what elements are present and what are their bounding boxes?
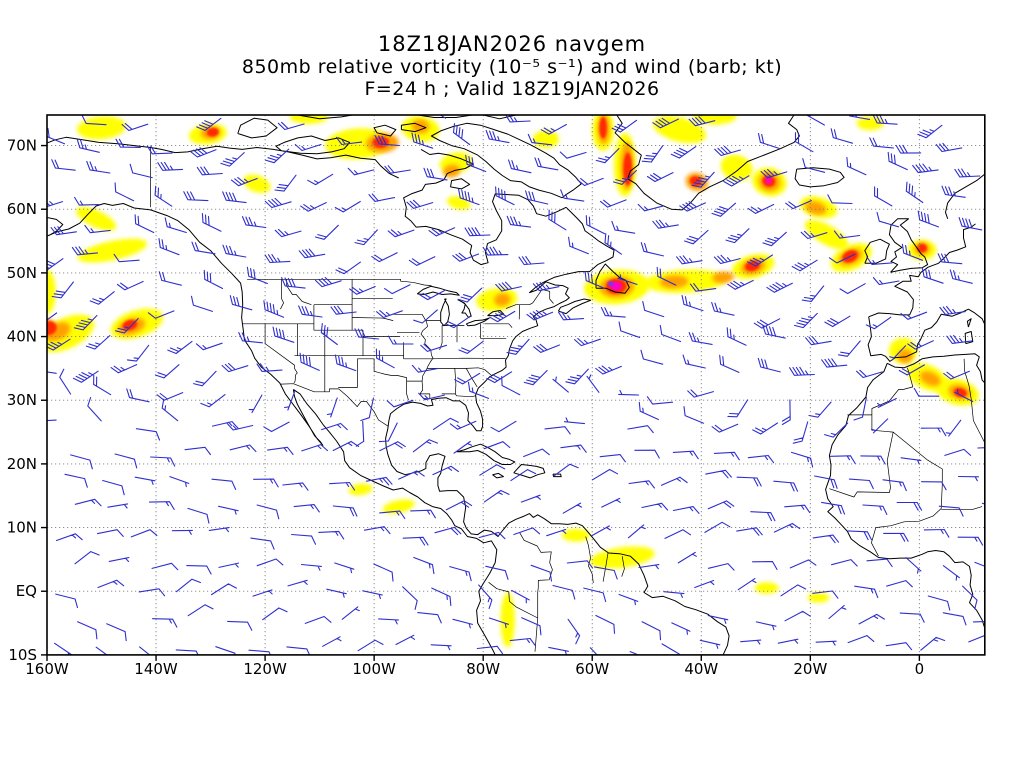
wind-barbs-layer bbox=[47, 115, 985, 655]
y-tick-label: 30N bbox=[7, 391, 37, 409]
x-tick-label: 160W bbox=[25, 660, 69, 678]
graticule bbox=[47, 115, 985, 655]
x-tick-label: 120W bbox=[243, 660, 287, 678]
x-tick-label: 100W bbox=[352, 660, 396, 678]
chart-title-line2: 850mb relative vorticity (10⁻⁵ s⁻¹) and … bbox=[241, 56, 783, 78]
y-tick-label: 20N bbox=[7, 455, 37, 473]
x-tick-label: 60W bbox=[575, 660, 609, 678]
x-tick-label: 40W bbox=[684, 660, 718, 678]
chart-title-block: 18Z18JAN2026 navgem 850mb relative vorti… bbox=[0, 32, 1024, 101]
x-axis-labels: 160W 140W 120W 100W 80W 60W 40W 20W 0 bbox=[25, 660, 924, 678]
x-tick-label: 0 bbox=[915, 660, 925, 678]
chart-title-line1: 18Z18JAN2026 navgem bbox=[377, 32, 647, 56]
y-axis-labels: 70N 60N 50N 40N 30N 20N 10N EQ 10S bbox=[7, 137, 37, 664]
axis-ticks bbox=[41, 144, 921, 661]
political-borders bbox=[150, 147, 985, 652]
y-tick-label: 50N bbox=[7, 264, 37, 282]
map-frame bbox=[46, 114, 986, 656]
x-tick-label: 80W bbox=[466, 660, 500, 678]
y-tick-label: 70N bbox=[7, 137, 37, 155]
y-tick-label: 60N bbox=[7, 200, 37, 218]
chart-title-line3: F=24 h ; Valid 18Z19JAN2026 bbox=[364, 78, 660, 100]
y-tick-label: 10S bbox=[8, 646, 37, 664]
y-tick-label: EQ bbox=[16, 582, 37, 600]
x-tick-label: 20W bbox=[793, 660, 827, 678]
x-tick-label: 140W bbox=[134, 660, 178, 678]
y-tick-label: 40N bbox=[7, 328, 37, 346]
y-tick-label: 10N bbox=[7, 519, 37, 537]
coastlines bbox=[47, 115, 985, 655]
